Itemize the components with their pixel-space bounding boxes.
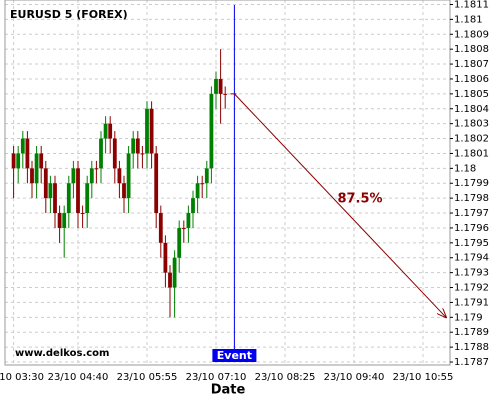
candle-body xyxy=(62,213,67,228)
candle-body xyxy=(122,183,126,199)
prediction-label: 87.5% xyxy=(337,192,382,207)
candle-body xyxy=(53,183,57,214)
candle-body xyxy=(103,123,108,139)
y-tick-label: 1.1805 xyxy=(454,89,489,100)
candle-body xyxy=(223,93,228,95)
candle-body xyxy=(158,213,163,243)
candle-body xyxy=(112,138,117,169)
candle-body xyxy=(135,138,140,154)
candle-body xyxy=(11,153,16,169)
candle-body xyxy=(89,168,94,184)
y-tick-label: 1.181 xyxy=(454,14,483,25)
candle-body xyxy=(99,138,103,169)
y-tick-label: 1.18 xyxy=(454,163,476,174)
candle-body xyxy=(126,153,131,199)
candle-body xyxy=(186,213,191,228)
y-tick-label: 1.1792 xyxy=(454,283,489,294)
y-tick-label: 1.1804 xyxy=(454,104,489,115)
candle-body xyxy=(43,168,48,199)
x-tick-label: 23/10 04:40 xyxy=(48,372,109,383)
candle-body xyxy=(168,272,172,288)
y-tick-label: 1.1787 xyxy=(454,357,489,368)
candle-body xyxy=(94,168,99,170)
y-tick-label: 1.1802 xyxy=(454,134,489,145)
y-tick-label: 1.179 xyxy=(454,312,483,323)
candle-body xyxy=(57,213,62,228)
candle-body xyxy=(204,168,209,184)
x-tick-label: 23/10 08:25 xyxy=(255,372,316,383)
candle-body xyxy=(177,227,182,258)
candle-body xyxy=(76,168,80,214)
x-tick-label: 23/10 03:30 xyxy=(0,372,44,383)
candle-body xyxy=(108,123,113,139)
candle-body xyxy=(71,168,76,184)
candle-body xyxy=(172,257,177,288)
y-tick-label: 1.1808 xyxy=(454,44,489,55)
y-tick-label: 1.1789 xyxy=(454,327,489,338)
x-tick-label: 23/10 05:55 xyxy=(117,372,178,383)
candle-body xyxy=(149,108,154,154)
y-tick-label: 1.1793 xyxy=(454,268,489,279)
y-tick-label: 1.1806 xyxy=(454,74,489,85)
candle-body xyxy=(191,198,195,214)
candle-body xyxy=(16,153,21,169)
y-tick-label: 1.1788 xyxy=(454,342,489,353)
watermark: www.delkos.com xyxy=(15,348,109,359)
candle-body xyxy=(48,183,53,199)
candle-body xyxy=(131,138,136,154)
y-tick-label: 1.1791 xyxy=(454,297,489,308)
prediction-arrow xyxy=(234,93,446,317)
candle-body xyxy=(145,108,149,154)
y-tick-label: 1.1803 xyxy=(454,119,489,130)
candle-body xyxy=(117,168,122,184)
y-tick-label: 1.1811 xyxy=(454,0,489,10)
candle-body xyxy=(66,183,71,214)
candle-body xyxy=(200,183,205,185)
x-tick-label: 23/10 10:55 xyxy=(393,372,454,383)
candle-body xyxy=(218,78,223,94)
x-axis-title: Date xyxy=(211,383,246,398)
event-box xyxy=(212,349,257,362)
candle-body xyxy=(80,213,85,215)
candle-body xyxy=(34,153,39,184)
x-tick-label: 23/10 09:40 xyxy=(324,372,385,383)
candle-body xyxy=(209,93,214,169)
candle-body xyxy=(154,153,159,214)
candle-body xyxy=(163,242,168,273)
candle-body xyxy=(30,168,34,184)
candle-body xyxy=(25,138,30,169)
candle-body xyxy=(195,183,200,199)
y-tick-label: 1.1795 xyxy=(454,238,489,249)
candle-body xyxy=(214,78,218,94)
event-label: Event xyxy=(217,349,252,362)
y-tick-label: 1.1798 xyxy=(454,193,489,204)
y-tick-label: 1.1799 xyxy=(454,178,489,189)
plot-frame xyxy=(4,0,451,366)
y-tick-label: 1.1801 xyxy=(454,148,489,159)
y-tick-label: 1.1796 xyxy=(454,223,489,234)
y-tick-label: 1.1807 xyxy=(454,59,489,70)
candle-body xyxy=(140,153,145,155)
y-tick-label: 1.1797 xyxy=(454,208,489,219)
x-tick-label: 23/10 07:10 xyxy=(186,372,247,383)
y-tick-label: 1.1794 xyxy=(454,253,489,264)
y-tick-label: 1.1809 xyxy=(454,29,489,40)
chart-title: EURUSD 5 (FOREX) xyxy=(10,8,128,21)
candle-body xyxy=(20,138,25,154)
candle-body xyxy=(39,153,44,169)
candle-body xyxy=(181,227,186,229)
candle-body xyxy=(85,183,90,214)
